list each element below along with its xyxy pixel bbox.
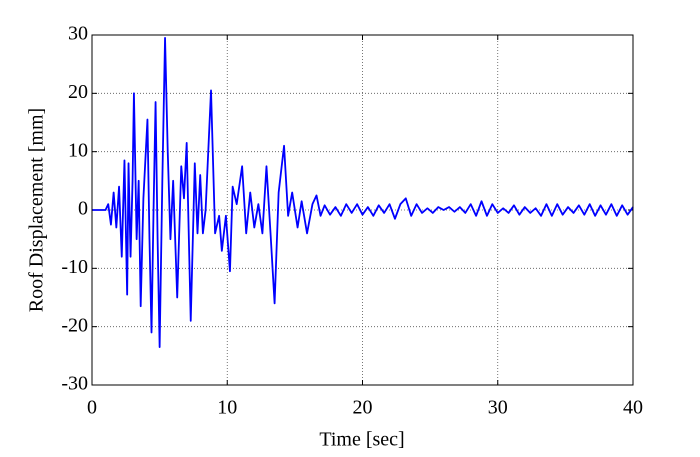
y-tick-label: 20 — [68, 81, 88, 103]
data-line — [92, 37, 634, 348]
y-tick-label: -20 — [61, 314, 88, 336]
x-tick-label: 10 — [217, 397, 237, 419]
x-tick-label: 0 — [87, 397, 97, 419]
y-tick-label: -30 — [61, 373, 88, 395]
x-tick-label: 20 — [353, 397, 373, 419]
y-tick-label: 0 — [78, 198, 88, 220]
y-tick-label: -10 — [61, 256, 88, 278]
plot — [92, 37, 634, 348]
y-tick-label: 10 — [68, 139, 88, 161]
x-tick-label: 40 — [623, 397, 643, 419]
y-tick-label: 30 — [68, 23, 88, 45]
x-tick-label: 30 — [488, 397, 508, 419]
x-axis-label: Time [sec] — [319, 429, 404, 451]
y-axis-label: Roof Displacement [mm] — [26, 108, 48, 312]
plot-frame — [91, 34, 634, 386]
